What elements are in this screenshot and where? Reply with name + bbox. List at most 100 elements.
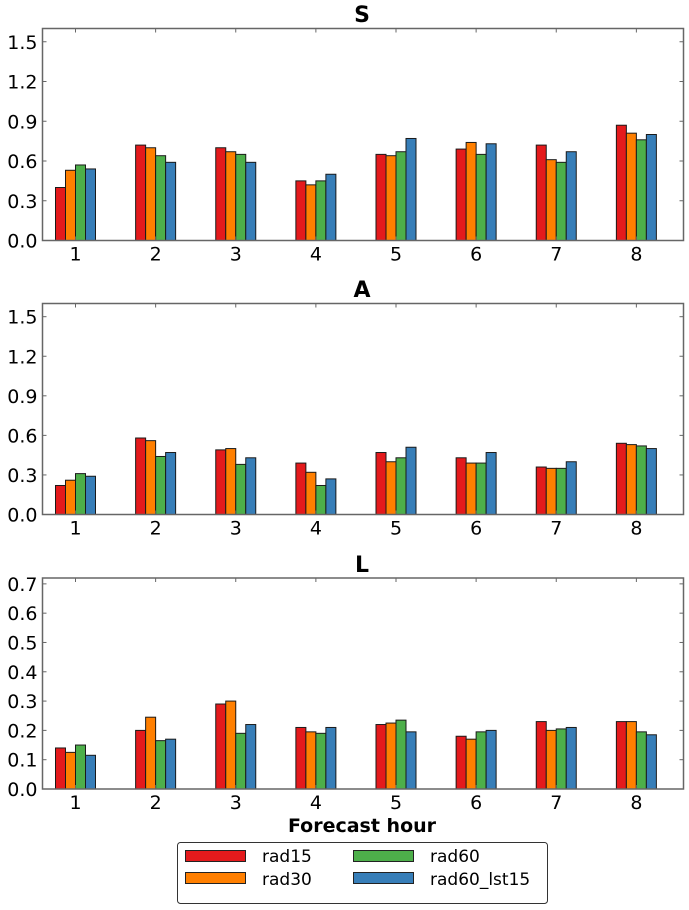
bar-S-rad60_lst15-4 bbox=[325, 173, 337, 241]
bar-A-rad30-6 bbox=[465, 462, 477, 516]
bar-L-rad60_lst15-2 bbox=[165, 738, 177, 790]
bar-A-rad15-3 bbox=[215, 449, 227, 516]
axes-frame-S bbox=[41, 27, 685, 242]
bar-A-rad60-3 bbox=[235, 463, 247, 516]
bar-S-rad30-3 bbox=[225, 151, 237, 242]
bar-S-rad60_lst15-8 bbox=[645, 134, 657, 241]
x-tick-label: 8 bbox=[630, 792, 642, 814]
bar-L-rad60-1 bbox=[75, 744, 86, 790]
bar-A-rad60_lst15-2 bbox=[165, 452, 177, 515]
bar-S-rad60-2 bbox=[155, 155, 167, 241]
bar-A-rad60_lst15-1 bbox=[85, 475, 96, 516]
bar-S-rad60_lst15-2 bbox=[165, 161, 177, 241]
y-tick-label: 0.6 bbox=[7, 425, 37, 447]
x-tick-label: 6 bbox=[470, 518, 482, 540]
axes-frame-L bbox=[41, 577, 685, 790]
bar-L-rad60_lst15-4 bbox=[325, 726, 337, 790]
bar-A-rad60-5 bbox=[395, 457, 407, 516]
bar-A-rad60_lst15-6 bbox=[485, 452, 497, 515]
bar-L-rad60-7 bbox=[555, 728, 567, 790]
x-tick-label: 3 bbox=[230, 518, 242, 540]
bar-S-rad60_lst15-5 bbox=[405, 137, 417, 242]
bar-L-rad15-7 bbox=[535, 721, 547, 790]
bar-S-rad30-7 bbox=[545, 159, 557, 241]
bar-L-rad60_lst15-7 bbox=[565, 726, 577, 790]
bar-S-rad60-4 bbox=[315, 180, 327, 241]
bar-L-rad15-6 bbox=[455, 735, 467, 790]
bar-L-rad60_lst15-5 bbox=[405, 731, 417, 790]
bar-L-rad60_lst15-1 bbox=[85, 754, 96, 790]
bar-A-rad30-4 bbox=[305, 471, 317, 515]
y-tick-label: 0.5 bbox=[7, 632, 37, 654]
bar-L-rad60-8 bbox=[635, 731, 647, 790]
y-tick-label: 0.7 bbox=[7, 574, 37, 596]
x-tick-label: 4 bbox=[310, 792, 322, 814]
bar-S-rad60-3 bbox=[235, 153, 247, 241]
bar-A-rad15-5 bbox=[375, 452, 387, 515]
bar-A-rad15-1 bbox=[55, 484, 66, 515]
bar-L-rad15-5 bbox=[375, 724, 387, 790]
y-tick-label: 0.1 bbox=[7, 750, 37, 772]
legend-swatch-rad60 bbox=[353, 850, 414, 862]
bar-L-rad60_lst15-3 bbox=[245, 724, 257, 790]
axes-frame-A bbox=[41, 302, 685, 516]
bar-S-rad15-3 bbox=[215, 147, 227, 241]
bar-A-rad60-4 bbox=[315, 484, 327, 515]
bar-L-rad15-3 bbox=[215, 703, 227, 790]
panel-title: A bbox=[353, 278, 370, 303]
legend-label-rad15: rad15 bbox=[262, 847, 312, 867]
bar-L-rad60-6 bbox=[475, 731, 487, 790]
x-tick-label: 2 bbox=[150, 792, 162, 814]
x-tick-label: 4 bbox=[310, 518, 322, 540]
legend-label-rad30: rad30 bbox=[262, 870, 312, 890]
bar-L-rad15-2 bbox=[135, 729, 147, 790]
bar-A-rad15-7 bbox=[535, 466, 547, 515]
x-tick-label: 3 bbox=[230, 244, 242, 266]
bar-A-rad60_lst15-7 bbox=[565, 461, 577, 515]
y-tick-label: 0.3 bbox=[7, 191, 37, 213]
bar-S-rad60-1 bbox=[75, 164, 86, 242]
legend-swatch-rad60-lst15 bbox=[353, 872, 414, 884]
x-axis-label: Forecast hour bbox=[288, 815, 437, 837]
bar-S-rad30-6 bbox=[465, 141, 477, 241]
bar-S-rad30-5 bbox=[385, 155, 397, 241]
bar-S-rad60-8 bbox=[635, 139, 647, 241]
bar-S-rad30-1 bbox=[65, 169, 76, 241]
bar-A-rad60_lst15-3 bbox=[245, 457, 257, 516]
bar-S-rad60_lst15-7 bbox=[565, 151, 577, 242]
bar-A-rad60_lst15-5 bbox=[405, 446, 417, 515]
legend: rad15 rad30 rad60 rad60_lst15 bbox=[177, 842, 548, 904]
bar-L-rad30-3 bbox=[225, 700, 237, 790]
x-tick-label: 6 bbox=[470, 244, 482, 266]
bar-S-rad60_lst15-3 bbox=[245, 161, 257, 241]
bar-L-rad60-4 bbox=[315, 732, 327, 790]
bar-A-rad30-1 bbox=[65, 479, 76, 515]
x-tick-label: 8 bbox=[630, 518, 642, 540]
bar-L-rad60-3 bbox=[235, 732, 247, 790]
x-tick-label: 7 bbox=[550, 244, 562, 266]
bar-L-rad30-2 bbox=[145, 716, 157, 790]
bar-A-rad30-8 bbox=[625, 444, 637, 516]
panel-S: 0.0 0.3 0.6 0.9 1.2 1.5 1 2 3 4 5 6 7 8 S bbox=[7, 3, 685, 266]
x-tick-label: 1 bbox=[69, 244, 81, 266]
x-tick-label: 7 bbox=[550, 792, 562, 814]
panel-A: 0.0 0.3 0.6 0.9 1.2 1.5 1 2 3 4 5 6 7 8 A bbox=[7, 278, 685, 540]
bar-S-rad15-4 bbox=[295, 180, 307, 241]
bar-A-rad60-1 bbox=[75, 473, 86, 515]
bar-A-rad60_lst15-8 bbox=[645, 448, 657, 515]
bar-L-rad15-4 bbox=[295, 726, 307, 790]
x-tick-label: 4 bbox=[310, 244, 322, 266]
bar-L-rad30-1 bbox=[65, 751, 76, 790]
y-tick-label: 0.6 bbox=[7, 603, 37, 625]
bar-S-rad15-1 bbox=[55, 187, 66, 241]
bar-L-rad30-8 bbox=[625, 721, 637, 790]
bar-S-rad60_lst15-6 bbox=[485, 143, 497, 241]
y-tick-label: 0.4 bbox=[7, 662, 37, 684]
y-tick-label: 1.2 bbox=[7, 72, 37, 94]
bar-S-rad15-5 bbox=[375, 153, 387, 241]
bar-L-rad60-5 bbox=[395, 719, 407, 790]
y-tick-label: 0.0 bbox=[7, 779, 37, 801]
x-tick-label: 2 bbox=[150, 518, 162, 540]
bar-S-rad15-7 bbox=[535, 144, 547, 242]
bar-S-rad15-6 bbox=[455, 148, 467, 241]
